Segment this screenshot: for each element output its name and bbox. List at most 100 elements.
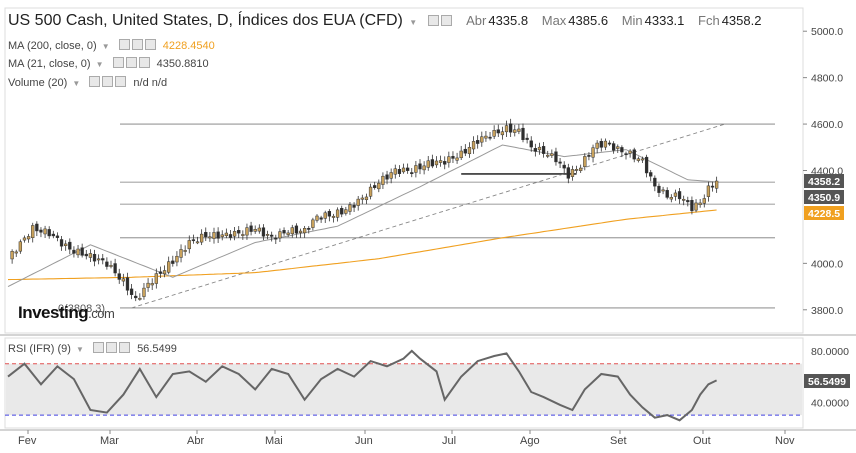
candle-up — [121, 278, 126, 282]
candle-up — [381, 175, 385, 185]
candle-up — [31, 225, 35, 238]
ma200-close-icon[interactable] — [144, 39, 156, 50]
candle-up — [179, 249, 183, 258]
rsi-settings-icon[interactable] — [106, 342, 117, 353]
title-dropdown-icon[interactable]: ▼ — [409, 18, 418, 27]
candle-down — [47, 229, 51, 237]
open-value: 4335.8 — [488, 13, 529, 28]
ma200-settings-icon[interactable] — [131, 39, 143, 50]
candle-up — [694, 202, 698, 211]
rsi-tick-label: 80.0000 — [811, 346, 849, 358]
price-badge-label: 4228.5 — [808, 208, 840, 220]
price-tick-label: 3800.0 — [811, 305, 843, 317]
candle-down — [249, 225, 253, 232]
candle-down — [274, 237, 278, 240]
candle-down — [554, 151, 558, 163]
candle-down — [105, 261, 109, 267]
candle-down — [80, 247, 84, 256]
candle-up — [220, 234, 224, 237]
volume-settings-icon[interactable] — [102, 76, 114, 87]
settings-icon[interactable] — [427, 15, 439, 26]
indicator-ma200[interactable]: MA (200, close, 0) ▼ 4228.4540 — [8, 39, 215, 52]
close-label: Fch — [698, 13, 720, 28]
candle-down — [599, 141, 603, 148]
price-tick-label: 4600.0 — [811, 119, 843, 131]
ma21-line — [7, 144, 717, 288]
ma21-dropdown-icon[interactable]: ▼ — [95, 60, 104, 69]
candle-up — [257, 227, 261, 232]
volume-close-icon[interactable] — [115, 76, 127, 87]
candle-up — [438, 160, 443, 163]
candle-down — [385, 174, 389, 180]
volume-value: n/d n/d — [133, 77, 168, 89]
candle-down — [657, 185, 661, 193]
candle-down — [558, 161, 562, 164]
trendline — [131, 123, 726, 309]
candle-up — [286, 232, 290, 235]
candle-down — [521, 127, 525, 140]
ma21-settings-icon[interactable] — [125, 57, 137, 68]
candle-up — [455, 157, 459, 161]
candle-down — [237, 230, 241, 234]
candle-down — [397, 169, 402, 174]
candle-up — [331, 215, 336, 218]
candle-down — [624, 153, 628, 156]
volume-visibility-icon[interactable] — [89, 76, 101, 87]
candle-up — [706, 185, 711, 197]
price-badge-label: 4358.2 — [808, 176, 840, 188]
candle-up — [22, 237, 27, 241]
rsi-dropdown-icon[interactable]: ▼ — [76, 345, 84, 354]
candle-down — [84, 253, 88, 257]
rsi-badge — [804, 374, 850, 389]
ma200-dropdown-icon[interactable]: ▼ — [101, 42, 110, 51]
candle-up — [579, 167, 583, 171]
price-badge-label: 4350.9 — [808, 192, 840, 204]
candle-up — [389, 172, 393, 179]
indicator-volume[interactable]: Volume (20) ▼ n/d n/d — [8, 76, 167, 89]
candle-up — [88, 253, 93, 258]
candle-up — [414, 165, 418, 173]
candle-up — [199, 233, 204, 243]
candle-up — [344, 209, 348, 214]
candle-down — [92, 253, 97, 262]
close-icon[interactable] — [440, 15, 452, 26]
candle-up — [682, 198, 686, 201]
candle-down — [649, 172, 653, 177]
indicator-rsi[interactable]: RSI (IFR) (9) ▼ 56.5499 — [8, 342, 177, 355]
candle-down — [562, 164, 566, 169]
rsi-close-icon[interactable] — [119, 342, 130, 353]
indicator-ma21[interactable]: MA (21, close, 0) ▼ 4350.8810 — [8, 57, 209, 70]
candle-up — [513, 129, 517, 133]
candle-up — [471, 141, 476, 150]
ma21-value: 4350.8810 — [156, 58, 209, 70]
rsi-line — [7, 349, 718, 422]
ma200-visibility-icon[interactable] — [118, 39, 130, 50]
time-tick-label: Fev — [18, 435, 37, 447]
volume-dropdown-icon[interactable]: ▼ — [72, 79, 81, 88]
rsi-visibility-icon[interactable] — [93, 342, 104, 353]
volume-label: Volume (20) — [8, 77, 68, 89]
time-tick-label: Jun — [355, 435, 373, 447]
candle-up — [484, 135, 488, 139]
candle-up — [480, 136, 484, 143]
candle-down — [113, 263, 117, 274]
rsi-badge-label: 56.5499 — [808, 376, 846, 388]
candle-down — [533, 148, 538, 152]
ohlc-readout: Abr 4335.8 Max 4385.6 Min 4333.1 Fch 4358.2 — [456, 13, 761, 28]
candle-up — [195, 241, 200, 244]
candle-up — [138, 297, 142, 300]
candle-down — [463, 148, 467, 154]
ma21-visibility-icon[interactable] — [112, 57, 124, 68]
candle-down — [72, 249, 76, 254]
candle-down — [117, 273, 121, 280]
candle-down — [620, 147, 624, 153]
high-value: 4385.6 — [568, 13, 609, 28]
candle-up — [265, 234, 270, 236]
candle-down — [611, 143, 616, 151]
candle-up — [673, 192, 678, 197]
ma21-close-icon[interactable] — [138, 57, 150, 68]
time-tick-label: Out — [693, 435, 711, 447]
candle-up — [434, 160, 439, 166]
candle-down — [443, 161, 447, 165]
